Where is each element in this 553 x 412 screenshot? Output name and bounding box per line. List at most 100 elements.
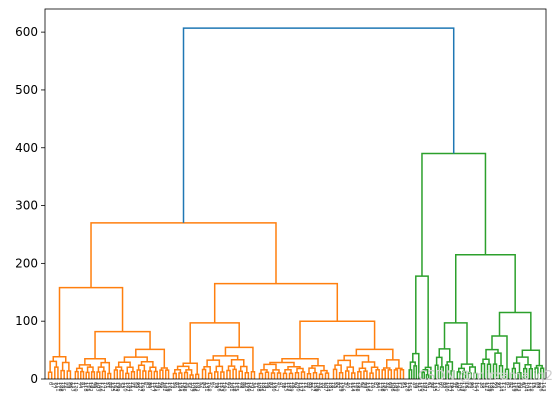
orange-right-b1-link (284, 368, 292, 374)
leaf-label: 196 (315, 382, 321, 392)
leaf-label: 157 (446, 382, 452, 392)
leaf-label: 140 (97, 382, 103, 392)
leaf-label: 103 (94, 382, 100, 392)
orange-right-a2-link (250, 370, 256, 379)
leaf-label: 9 (436, 382, 442, 385)
orange-right-b2-link (332, 368, 338, 379)
leaf-label: 64 (225, 382, 231, 388)
leaf-label: 170 (72, 382, 78, 392)
orange-left-b2-link (130, 370, 136, 379)
leaf-label: 40 (344, 382, 350, 388)
leaf-label: 115 (282, 382, 288, 392)
leaf-label: 36 (117, 382, 123, 388)
leaf-label: 108 (255, 382, 261, 392)
y-tick-label: 600 (15, 25, 38, 39)
leaf-label: 55 (332, 382, 338, 388)
leaf-label: 178 (527, 382, 533, 392)
leaf-label: 182 (260, 382, 266, 392)
leaf-label: 142 (458, 382, 464, 392)
leaf-label: 48 (305, 382, 311, 388)
orange-right-a2-link (224, 346, 254, 372)
leaf-label: 5 (208, 382, 214, 385)
green-right-b2-link (517, 371, 522, 379)
leaf-label: 134 (498, 382, 504, 392)
leaf-label: 165 (406, 382, 412, 392)
leaf-label: 73 (119, 382, 125, 388)
leaf-label: 82 (508, 382, 514, 388)
orange-left-a-link (54, 366, 59, 379)
leaf-label: 132 (136, 382, 142, 392)
leaf-label: 74 (52, 382, 58, 388)
leaf-label: 3 (342, 382, 348, 385)
leaf-label: 135 (431, 382, 437, 392)
orange-right-b2-link (343, 354, 370, 363)
leaf-label: 126 (537, 382, 543, 392)
leaf-label: 186 (488, 382, 494, 392)
leaf-label: 75 (480, 382, 486, 388)
leaf-label: 2 (409, 382, 415, 385)
leaf-label: 131 (203, 382, 209, 392)
leaf-label: 179 (461, 382, 467, 392)
green-right-b1-link (482, 358, 490, 365)
leaf-label: 72 (186, 382, 192, 388)
green-right-a1-link (438, 348, 451, 362)
leaf-label: 105 (456, 382, 462, 392)
y-tick-label: 500 (15, 83, 38, 97)
orange-right-b1-link (324, 372, 330, 379)
leaf-label: 137 (297, 382, 303, 392)
leaf-label: 53 (466, 382, 472, 388)
dendrogram-links (47, 27, 545, 379)
orange-right-b2-link (386, 359, 400, 369)
leaf-label: 13 (169, 382, 175, 388)
leaf-label: 129 (337, 382, 343, 392)
leaf-label: 136 (364, 382, 370, 392)
orange-left-b2-link (117, 361, 131, 368)
leaf-label: 86 (240, 382, 246, 388)
orange-right-a1-link (172, 372, 177, 379)
orange-right-b1-link (282, 372, 288, 379)
orange-right-link (213, 282, 339, 323)
leaf-label: 68 (453, 382, 459, 388)
leaf-label: 111 (55, 382, 61, 392)
orange-right-b2-link (393, 369, 399, 379)
leaf-label: 158 (379, 382, 385, 392)
orange-right-b-link (299, 320, 376, 359)
leaf-label: 83 (441, 382, 447, 388)
orange-left-b1-link (78, 364, 92, 369)
green-left1-link (408, 369, 413, 379)
y-tick-label: 100 (15, 314, 38, 328)
leaf-label: 119 (510, 382, 516, 392)
orange-right-a2-link (226, 369, 231, 379)
leaf-label: 114 (349, 382, 355, 392)
leaf-label: 174 (300, 382, 306, 392)
orange-left-b1-link (80, 370, 85, 379)
orange-left-b1-link (107, 372, 112, 379)
orange-left-a-link (66, 370, 72, 379)
orange-right-b1-link (281, 357, 319, 366)
leaf-label: 191 (154, 382, 160, 392)
leaf-label: 177 (99, 382, 105, 392)
y-tick-label: 0 (30, 372, 38, 386)
leaf-label: 67 (520, 382, 526, 388)
green-right-a1-link (434, 364, 439, 379)
orange-right-b1-link (312, 371, 318, 379)
green-right-a1-link (450, 370, 455, 379)
orange-right-a1-link (176, 365, 190, 370)
leaf-label: 117 (149, 382, 155, 392)
leaf-label: 0 (47, 382, 53, 385)
orange-right-a2-link (214, 371, 219, 379)
orange-right-b2-link (344, 370, 350, 379)
y-tick-label: 300 (15, 199, 38, 213)
leaf-label: 54 (399, 382, 405, 388)
leaf-label: 154 (151, 382, 157, 392)
leaf-label: 51 (104, 382, 110, 388)
leaf-label: 90 (468, 382, 474, 388)
leaf-label: 106 (389, 382, 395, 392)
leaf-label: 37 (50, 382, 56, 388)
leaf-label: 116 (216, 382, 222, 392)
orange-right-b2-link (370, 366, 379, 374)
leaf-label: 110 (121, 382, 127, 392)
leaf-label: 152 (285, 382, 291, 392)
leaf-label: 17 (396, 382, 402, 388)
